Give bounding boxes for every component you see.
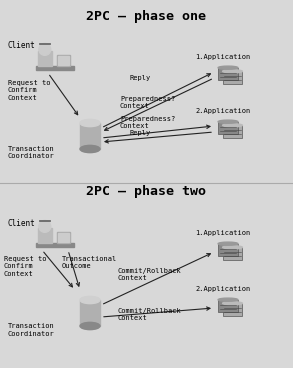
Bar: [218, 244, 238, 256]
Circle shape: [39, 220, 51, 232]
Bar: [80, 123, 100, 149]
Text: Client: Client: [8, 41, 36, 50]
Ellipse shape: [218, 66, 238, 69]
Ellipse shape: [223, 70, 242, 73]
Text: Transaction
Coordinator: Transaction Coordinator: [8, 323, 55, 336]
Text: 2PC – phase one: 2PC – phase one: [86, 10, 206, 23]
Text: 1.Application: 1.Application: [195, 230, 250, 236]
Text: Reply: Reply: [130, 130, 151, 136]
Ellipse shape: [223, 124, 242, 127]
Text: Preparedness?
Context: Preparedness? Context: [120, 116, 175, 129]
Ellipse shape: [80, 322, 100, 330]
Text: Transaction
Coordinator: Transaction Coordinator: [8, 146, 55, 159]
Text: 2PC – phase two: 2PC – phase two: [86, 185, 206, 198]
Bar: [223, 303, 242, 316]
Text: 2.Application: 2.Application: [195, 286, 250, 292]
Bar: [58, 56, 69, 65]
Text: Transactional
Outcome: Transactional Outcome: [62, 256, 117, 269]
Text: Request to
Confirm
Context: Request to Confirm Context: [8, 80, 50, 101]
Ellipse shape: [80, 296, 100, 304]
Ellipse shape: [218, 120, 238, 123]
Circle shape: [39, 43, 51, 55]
Bar: [223, 125, 242, 138]
Text: Preparedness?
Context: Preparedness? Context: [120, 96, 175, 109]
Ellipse shape: [223, 246, 242, 249]
Bar: [218, 122, 238, 134]
Bar: [58, 233, 69, 242]
Text: 1.Application: 1.Application: [195, 54, 250, 60]
Bar: [36, 243, 74, 247]
Bar: [38, 51, 52, 66]
Ellipse shape: [218, 242, 238, 245]
Text: Client: Client: [8, 219, 36, 228]
Bar: [57, 54, 70, 66]
Bar: [223, 247, 242, 260]
Ellipse shape: [80, 119, 100, 127]
Bar: [36, 66, 74, 70]
Bar: [80, 300, 100, 326]
Bar: [223, 71, 242, 84]
Bar: [218, 300, 238, 312]
Bar: [218, 68, 238, 80]
Text: Reply: Reply: [130, 75, 151, 81]
Text: 2.Application: 2.Application: [195, 108, 250, 114]
Bar: [57, 231, 70, 243]
Text: Request to
Confirm
Context: Request to Confirm Context: [4, 256, 47, 277]
Text: Commit/Rollback
Context: Commit/Rollback Context: [118, 308, 182, 321]
Ellipse shape: [80, 145, 100, 153]
Text: Commit/Rollback
Context: Commit/Rollback Context: [118, 268, 182, 281]
Ellipse shape: [223, 302, 242, 305]
Ellipse shape: [218, 298, 238, 301]
Bar: [38, 228, 52, 243]
